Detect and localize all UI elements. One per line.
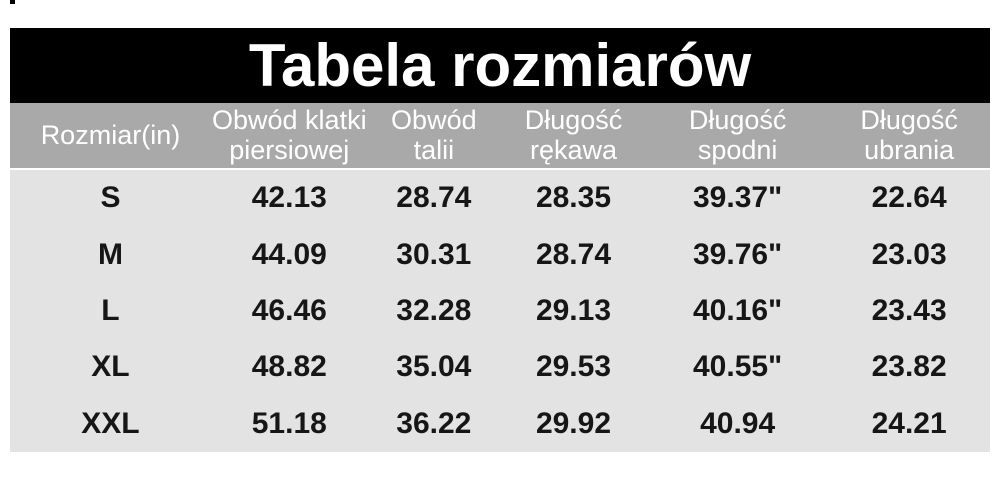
column-header-line: spodni — [697, 134, 778, 165]
title-bar: Tabela rozmiarów — [10, 28, 990, 103]
cell-sleeve: 28.35 — [535, 181, 612, 215]
column-header-line: Długość — [688, 105, 787, 136]
table-header-row: Rozmiar(in) Obwód klatki piersiowej Obwó… — [10, 103, 990, 168]
cell-chest: 51.18 — [251, 406, 327, 440]
cell-chest: 46.46 — [251, 294, 327, 328]
cell-size: S — [100, 181, 121, 215]
table-row: XXL 51.18 36.22 29.92 40.94 24.21 — [10, 396, 990, 452]
cell-chest: 44.09 — [251, 237, 327, 271]
cell-waist: 32.28 — [396, 294, 472, 328]
cell-garment: 23.03 — [871, 237, 947, 271]
cell-pants: 40.94 — [700, 406, 776, 440]
table-row: S 42.13 28.74 28.35 39.37" 22.64 — [10, 170, 990, 226]
cell-waist: 30.31 — [396, 237, 472, 271]
cell-waist: 35.04 — [396, 350, 472, 384]
cell-size: M — [97, 237, 123, 271]
cell-chest: 42.13 — [251, 181, 327, 215]
column-header-line: Rozmiar(in) — [40, 119, 181, 150]
table-body: S 42.13 28.74 28.35 39.37" 22.64 M 44.09… — [10, 170, 990, 452]
column-header-line: Długość — [524, 105, 623, 136]
cell-size: XL — [91, 350, 130, 384]
column-header-pants: Długość spodni — [647, 103, 828, 168]
cell-garment: 24.21 — [871, 406, 947, 440]
table-row: L 46.46 32.28 29.13 40.16" 23.43 — [10, 283, 990, 339]
column-header-line: Długość — [860, 105, 958, 136]
column-header-line: talii — [413, 134, 455, 165]
column-header-sleeve: Długość rękawa — [500, 103, 647, 168]
top-left-artifact — [10, 0, 15, 4]
column-header-line: piersiowej — [229, 134, 350, 165]
cell-sleeve: 29.53 — [535, 350, 612, 384]
cell-waist: 28.74 — [396, 181, 472, 215]
cell-sleeve: 29.13 — [535, 294, 612, 328]
cell-garment: 23.82 — [871, 350, 947, 384]
page-title: Tabela rozmiarów — [248, 32, 752, 99]
cell-pants: 40.16" — [692, 294, 783, 328]
column-header-line: ubrania — [864, 134, 955, 165]
cell-chest: 48.82 — [251, 350, 327, 384]
cell-sleeve: 28.74 — [535, 237, 612, 271]
cell-garment: 23.43 — [871, 294, 947, 328]
table-row: M 44.09 30.31 28.74 39.76" 23.03 — [10, 226, 990, 282]
column-header-garment: Długość ubrania — [828, 103, 990, 168]
column-header-line: Obwód — [391, 105, 477, 136]
cell-size: L — [101, 294, 120, 328]
cell-pants: 40.55" — [692, 350, 783, 384]
cell-waist: 36.22 — [396, 406, 472, 440]
column-header-waist: Obwód talii — [368, 103, 500, 168]
column-header-line: rękawa — [529, 134, 617, 165]
cell-sleeve: 29.92 — [535, 406, 612, 440]
cell-pants: 39.76" — [692, 237, 783, 271]
column-header-line: Obwód klatki — [212, 105, 367, 136]
table-row: XL 48.82 35.04 29.53 40.55" 23.82 — [10, 339, 990, 395]
cell-garment: 22.64 — [871, 181, 947, 215]
cell-size: XXL — [81, 406, 140, 440]
column-header-size: Rozmiar(in) — [10, 103, 211, 168]
cell-pants: 39.37" — [692, 181, 783, 215]
column-header-chest: Obwód klatki piersiowej — [211, 103, 368, 168]
